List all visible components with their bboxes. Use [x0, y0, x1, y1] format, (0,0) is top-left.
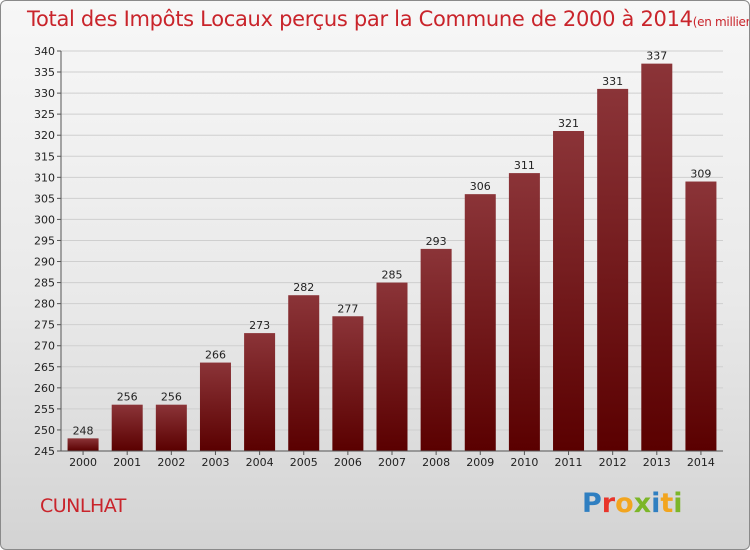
x-tick-label: 2006	[334, 456, 362, 469]
y-tick-label: 340	[34, 45, 55, 58]
value-label-2014: 309	[690, 168, 711, 181]
x-tick-label: 2013	[643, 456, 671, 469]
bar-2011	[553, 131, 585, 451]
logo-letter: t	[660, 488, 674, 519]
value-label-2009: 306	[470, 180, 491, 193]
value-label-2001: 256	[117, 391, 138, 404]
y-tick-label: 295	[34, 234, 55, 247]
logo-letter: i	[673, 488, 683, 519]
bar-2008	[420, 248, 452, 451]
value-label-2006: 277	[337, 302, 358, 315]
value-label-2002: 256	[161, 391, 182, 404]
bar-2005	[288, 295, 320, 451]
value-label-2012: 331	[602, 75, 623, 88]
bar-2014	[685, 181, 717, 452]
y-tick-label: 310	[34, 171, 55, 184]
value-label-2008: 293	[426, 235, 447, 248]
value-label-2004: 273	[249, 319, 270, 332]
bar-2010	[508, 173, 540, 451]
bar-2004	[244, 333, 276, 451]
logo-letter: i	[651, 488, 661, 519]
value-label-2010: 311	[514, 159, 535, 172]
y-tick-label: 330	[34, 87, 55, 100]
bar-2013	[641, 63, 673, 451]
proxiti-logo: Proxiti	[582, 488, 683, 519]
bar-2002	[155, 404, 187, 451]
x-tick-label: 2003	[201, 456, 229, 469]
value-label-2000: 248	[73, 424, 94, 437]
x-tick-label: 2008	[422, 456, 450, 469]
y-tick-label: 315	[34, 150, 55, 163]
value-label-2005: 282	[293, 281, 314, 294]
value-label-2011: 321	[558, 117, 579, 130]
y-tick-label: 335	[34, 66, 55, 79]
x-tick-label: 2010	[510, 456, 538, 469]
bar-2007	[376, 282, 408, 451]
logo-letter: P	[582, 488, 602, 519]
chart-title-text: Total des Impôts Locaux perçus par la Co…	[27, 7, 693, 31]
bar-2009	[464, 194, 496, 451]
bars: 248 256 256 266 273 282 277 285 293 306 311 321 331 3…	[67, 50, 717, 452]
x-tick-label: 2000	[69, 456, 97, 469]
y-axis: 245 250 255 260 265 270 275 280 285 290 295 300 305 3…	[34, 45, 62, 458]
x-tick-label: 2014	[687, 456, 715, 469]
value-label-2013: 337	[646, 50, 667, 63]
y-tick-label: 305	[34, 192, 55, 205]
y-tick-label: 260	[34, 382, 55, 395]
value-label-2007: 285	[382, 269, 403, 282]
y-tick-label: 290	[34, 256, 55, 269]
chart-unit: (en milliers d'€)	[692, 15, 750, 29]
y-tick-label: 300	[34, 213, 55, 226]
y-tick-label: 255	[34, 403, 55, 416]
y-tick-label: 265	[34, 361, 55, 374]
bar-2003	[199, 362, 231, 451]
bar-2012	[597, 88, 629, 451]
x-tick-label: 2004	[246, 456, 274, 469]
y-tick-label: 275	[34, 319, 55, 332]
logo-letter: x	[633, 488, 652, 519]
bar-2006	[332, 316, 364, 451]
value-label-2003: 266	[205, 349, 226, 362]
y-tick-label: 285	[34, 277, 55, 290]
y-tick-label: 320	[34, 129, 55, 142]
bar-2001	[111, 404, 143, 451]
x-tick-label: 2009	[466, 456, 494, 469]
y-tick-label: 270	[34, 340, 55, 353]
y-tick-label: 250	[34, 424, 55, 437]
logo-letter: o	[615, 488, 634, 519]
x-tick-label: 2005	[290, 456, 318, 469]
y-tick-label: 280	[34, 298, 55, 311]
bar-2000	[67, 438, 99, 451]
chart-title: Total des Impôts Locaux perçus par la Co…	[27, 7, 750, 31]
logo-letter: r	[601, 488, 616, 519]
y-tick-label: 325	[34, 108, 55, 121]
x-tick-label: 2011	[555, 456, 583, 469]
x-tick-label: 2012	[599, 456, 627, 469]
x-tick-label: 2002	[157, 456, 185, 469]
y-tick-label: 245	[34, 445, 55, 458]
x-tick-label: 2007	[378, 456, 406, 469]
commune-name: CUNLHAT	[40, 495, 126, 517]
x-tick-label: 2001	[113, 456, 141, 469]
x-axis: 2000 2001 2002 2003 2004 2005 2006 2007 2008 2009…	[61, 450, 723, 469]
